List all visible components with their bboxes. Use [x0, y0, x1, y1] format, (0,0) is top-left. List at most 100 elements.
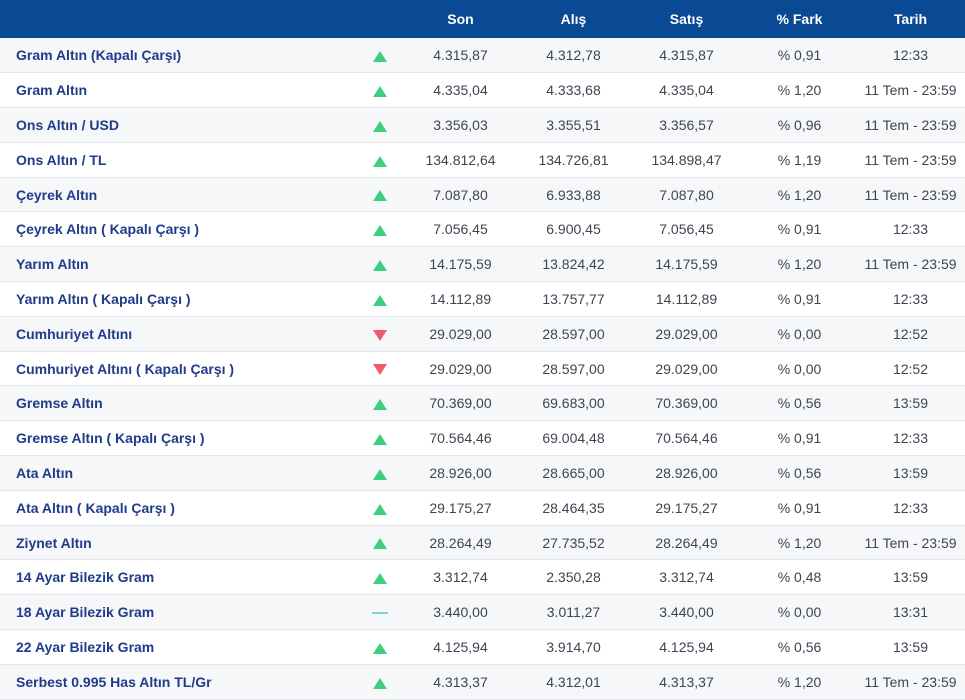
satis-value: 14.175,59 [655, 256, 718, 273]
instrument-name-link[interactable]: Ata Altın ( Kapalı Çarşı ) [16, 499, 175, 516]
trend-up-icon [373, 294, 387, 306]
table-row[interactable]: Ata Altın ( Kapalı Çarşı ) 29.175,27 28.46… [0, 490, 965, 526]
table-row[interactable]: Çeyrek Altın ( Kapalı Çarşı ) 7.056,45 6.9… [0, 211, 965, 247]
instrument-name-link[interactable]: Çeyrek Altın ( Kapalı Çarşı ) [16, 221, 200, 238]
instrument-name-link[interactable]: Ons Altın / TL [16, 151, 107, 168]
table-row[interactable]: 22 Ayar Bilezik Gram 4.125,94 3.914,70 4.12… [0, 629, 965, 665]
header-tarih[interactable]: Tarih [893, 11, 928, 27]
satis-value: 29.029,00 [655, 360, 718, 377]
satis-value: 70.369,00 [655, 395, 718, 412]
instrument-name-link[interactable]: 14 Ayar Bilezik Gram [16, 569, 155, 586]
son-value: 7.056,45 [433, 221, 488, 238]
table-row[interactable]: Cumhuriyet Altını ( Kapalı Çarşı ) 29.029… [0, 351, 965, 386]
fark-value: % 0,91 [777, 430, 822, 447]
trend-up-icon [373, 259, 387, 271]
table-row[interactable]: Yarım Altın ( Kapalı Çarşı ) 14.112,89 13.… [0, 281, 965, 317]
satis-value: 3.440,00 [659, 604, 714, 621]
fark-value: % 0,56 [777, 638, 822, 655]
son-value: 28.926,00 [429, 464, 492, 481]
header-satis[interactable]: Satış [669, 11, 704, 27]
son-value: 4.125,94 [433, 638, 488, 655]
alis-value: 13.824,42 [542, 256, 605, 273]
trend-up-icon [373, 225, 387, 237]
satis-value: 7.056,45 [659, 221, 714, 238]
alis-value: 28.464,35 [542, 499, 605, 516]
table-row[interactable]: Ata Altın 28.926,00 28.665,00 28.926,00 % 0,… [0, 455, 965, 491]
instrument-name-link[interactable]: Ata Altın [16, 464, 74, 481]
table-row[interactable]: Serbest 0.995 Has Altın TL/Gr 4.313,37 4.3… [0, 664, 965, 700]
fark-value: % 1,19 [777, 151, 822, 168]
instrument-name-link[interactable]: Gremse Altın ( Kapalı Çarşı ) [16, 430, 205, 447]
trend-cell [356, 177, 404, 212]
trend-down-icon [373, 329, 387, 341]
instrument-name-link[interactable]: Yarım Altın ( Kapalı Çarşı ) [16, 290, 191, 307]
fark-value: % 1,20 [777, 534, 822, 551]
trend-cell [356, 142, 404, 177]
instrument-name-link[interactable]: Yarım Altın [16, 256, 89, 273]
table-row[interactable]: 18 Ayar Bilezik Gram 3.440,00 3.011,27 3.44… [0, 594, 965, 630]
trend-cell [356, 351, 404, 386]
table-row[interactable]: Gremse Altın ( Kapalı Çarşı ) 70.564,46 69… [0, 420, 965, 456]
header-fark[interactable]: % Fark [776, 11, 823, 27]
table-row[interactable]: Cumhuriyet Altını 29.029,00 28.597,00 29.02… [0, 316, 965, 352]
instrument-name-link[interactable]: 18 Ayar Bilezik Gram [16, 604, 155, 621]
trend-cell [356, 73, 404, 108]
satis-value: 4.313,37 [659, 673, 714, 690]
fark-value: % 0,48 [777, 569, 822, 586]
instrument-name-link[interactable]: Serbest 0.995 Has Altın TL/Gr [16, 673, 212, 690]
instrument-name-link[interactable]: Gram Altın [16, 82, 88, 99]
instrument-name-link[interactable]: Cumhuriyet Altını ( Kapalı Çarşı ) [16, 360, 235, 377]
header-trend [356, 0, 404, 38]
trend-down-icon [373, 364, 387, 376]
trend-up-icon [373, 85, 387, 97]
trend-flat-icon [372, 612, 388, 615]
table-row[interactable]: Yarım Altın 14.175,59 13.824,42 14.175,59 % … [0, 246, 965, 282]
table-row[interactable]: Gram Altın (Kapalı Çarşı) 4.315,87 4.312,7… [0, 38, 965, 73]
table-row[interactable]: Ons Altın / USD 3.356,03 3.355,51 3.356,57%… [0, 107, 965, 143]
satis-value: 4.315,87 [659, 47, 714, 64]
fark-value: % 0,56 [777, 464, 822, 481]
tarih-value: 12:52 [892, 325, 929, 342]
son-value: 28.264,49 [429, 534, 492, 551]
table-row[interactable]: Gram Altın 4.335,04 4.333,68 4.335,04 % 1,20… [0, 72, 965, 108]
trend-cell [356, 247, 404, 282]
header-son[interactable]: Son [447, 11, 474, 27]
instrument-name-link[interactable]: Gremse Altın [16, 395, 103, 412]
son-value: 3.440,00 [433, 604, 488, 621]
alis-value: 4.312,01 [546, 673, 601, 690]
trend-up-icon [373, 573, 387, 585]
fark-value: % 0,91 [777, 47, 822, 64]
fark-value: % 1,20 [777, 82, 822, 99]
son-value: 14.112,89 [429, 290, 492, 307]
fark-value: % 0,00 [777, 604, 822, 621]
instrument-name-link[interactable]: 22 Ayar Bilezik Gram [16, 638, 155, 655]
instrument-name-link[interactable]: Çeyrek Altın [16, 186, 98, 203]
instrument-name-link[interactable]: Ons Altın / USD [16, 116, 119, 133]
trend-up-icon [373, 468, 387, 480]
trend-cell [356, 212, 404, 247]
tarih-value: 12:33 [892, 499, 929, 516]
tarih-value: 13:31 [892, 604, 929, 621]
table-row[interactable]: 14 Ayar Bilezik Gram 3.312,74 2.350,28 3.31… [0, 559, 965, 595]
table-row[interactable]: Çeyrek Altın 7.087,80 6.933,88 7.087,80 % 1,… [0, 177, 965, 212]
alis-value: 3.914,70 [546, 638, 601, 655]
satis-value: 134.898,47 [651, 151, 722, 168]
trend-up-icon [373, 50, 387, 62]
table-row[interactable]: Ziynet Altın 28.264,49 27.735,52 28.264,49%… [0, 525, 965, 560]
instrument-name-link[interactable]: Cumhuriyet Altını [16, 325, 133, 342]
son-value: 4.335,04 [433, 82, 488, 99]
tarih-value: 11 Tem - 23:59 [864, 534, 957, 551]
alis-value: 13.757,77 [542, 290, 605, 307]
table-row[interactable]: Ons Altın / TL 134.812,64 134.726,81 134.89… [0, 142, 965, 178]
alis-value: 3.011,27 [546, 604, 601, 621]
tarih-value: 11 Tem - 23:59 [864, 673, 957, 690]
table-row[interactable]: Gremse Altın 70.369,00 69.683,00 70.369,00%… [0, 385, 965, 421]
trend-cell [356, 38, 404, 73]
satis-value: 3.312,74 [659, 569, 714, 586]
instrument-name-link[interactable]: Ziynet Altın [16, 534, 92, 551]
satis-value: 4.335,04 [659, 82, 714, 99]
tarih-value: 12:52 [892, 360, 929, 377]
instrument-name-link[interactable]: Gram Altın (Kapalı Çarşı) [16, 47, 182, 64]
header-alis[interactable]: Alış [560, 11, 587, 27]
